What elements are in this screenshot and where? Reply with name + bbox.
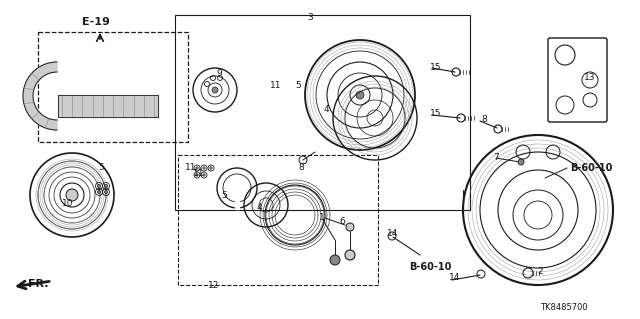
Text: 2: 2 <box>537 268 543 277</box>
Text: 12: 12 <box>208 280 220 290</box>
Circle shape <box>104 184 108 188</box>
Text: E-19: E-19 <box>82 17 110 27</box>
Circle shape <box>104 190 108 194</box>
Circle shape <box>210 167 212 169</box>
Text: 5: 5 <box>221 191 227 201</box>
Circle shape <box>97 184 100 188</box>
Circle shape <box>196 167 198 169</box>
Text: 3: 3 <box>307 13 313 23</box>
Text: 11: 11 <box>270 81 282 91</box>
Circle shape <box>203 167 205 169</box>
Text: 8: 8 <box>298 162 304 172</box>
Text: 5: 5 <box>98 164 104 173</box>
Text: 8: 8 <box>481 115 487 124</box>
Circle shape <box>97 190 100 194</box>
Text: FR.: FR. <box>28 279 48 289</box>
Text: 15: 15 <box>430 63 442 71</box>
Text: 11: 11 <box>193 169 205 179</box>
Text: 5: 5 <box>295 81 301 91</box>
Text: 15: 15 <box>430 109 442 118</box>
Circle shape <box>345 250 355 260</box>
Bar <box>175 15 470 210</box>
Bar <box>178 155 378 285</box>
Circle shape <box>203 174 205 176</box>
Text: 14: 14 <box>449 272 461 281</box>
Text: 1: 1 <box>319 213 325 222</box>
Polygon shape <box>23 62 57 130</box>
Text: 4: 4 <box>256 203 262 211</box>
Text: 6: 6 <box>339 218 345 226</box>
Circle shape <box>330 255 340 265</box>
Text: 13: 13 <box>584 73 596 83</box>
Text: 10: 10 <box>62 199 74 209</box>
Text: 11: 11 <box>185 164 196 173</box>
Circle shape <box>356 91 364 99</box>
Text: B-60-10: B-60-10 <box>570 163 612 173</box>
Text: 7: 7 <box>493 152 499 161</box>
Text: B-60-10: B-60-10 <box>409 262 451 272</box>
Circle shape <box>66 189 78 201</box>
Text: 4: 4 <box>323 106 329 115</box>
Circle shape <box>518 159 524 165</box>
Text: 14: 14 <box>387 229 399 239</box>
Text: 9: 9 <box>216 69 222 78</box>
Bar <box>38 32 188 142</box>
Circle shape <box>212 87 218 93</box>
Circle shape <box>196 174 198 176</box>
Circle shape <box>346 223 354 231</box>
Text: TK8485700: TK8485700 <box>540 303 588 313</box>
